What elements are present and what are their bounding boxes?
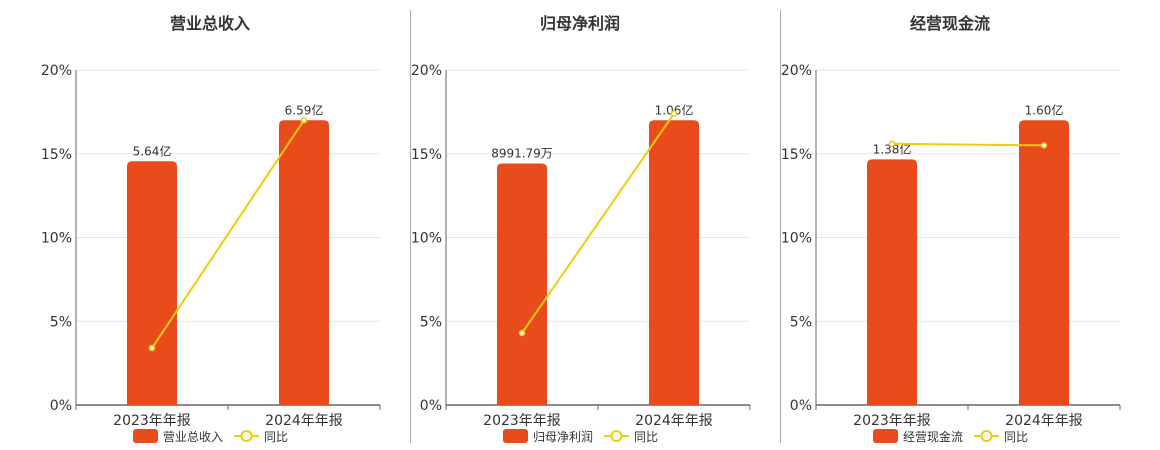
legend-bar-label: 经营现金流 — [903, 429, 963, 444]
y-tick-label: 10% — [781, 231, 812, 247]
bar-data-label: 1.06亿 — [655, 102, 694, 117]
x-tick-label: 2024年年报 — [265, 413, 343, 429]
legend-line-label: 同比 — [264, 430, 288, 444]
yoy-line — [891, 142, 1045, 147]
y-tick-label: 20% — [41, 63, 72, 79]
yoy-point — [888, 140, 896, 147]
bar-data-label: 1.60亿 — [1025, 102, 1064, 117]
y-tick-label: 15% — [411, 147, 442, 163]
legend-bar-label: 归母净利润 — [533, 430, 593, 444]
y-tick-label: 0% — [420, 398, 442, 414]
bar-data-label: 6.59亿 — [285, 102, 324, 117]
chart-panel-2: 归母净利润 0% 5% 10% 15% 20% 2023年年报 8991.79万 2024年年报… — [411, 14, 751, 444]
chart-title: 营业总收入 — [170, 14, 250, 33]
panel-divider — [410, 10, 411, 443]
panel-divider — [780, 10, 781, 443]
bar-data-label: 5.64亿 — [133, 143, 172, 158]
chart-title: 经营现金流 — [910, 14, 990, 33]
bar-data-label: 8991.79万 — [491, 146, 553, 160]
y-tick-label: 5% — [50, 314, 72, 330]
bar-data-label: 1.38亿 — [873, 141, 912, 156]
yoy-line — [521, 112, 675, 334]
x-tick-label: 2023年年报 — [853, 413, 931, 429]
legend-line-marker — [240, 430, 253, 442]
yoy-line — [151, 119, 305, 349]
y-tick-label: 5% — [790, 314, 812, 330]
legend-bar-swatch — [873, 429, 898, 443]
chart-panel-1: 营业总收入 0% 5% 10% 15% 20% 2023年年报 5.64亿 2024年年报 6.5… — [41, 14, 381, 444]
bar — [649, 120, 699, 405]
yoy-point — [300, 117, 308, 124]
y-tick-label: 15% — [781, 147, 812, 163]
legend-line-label: 同比 — [1004, 430, 1028, 444]
bar — [127, 161, 177, 405]
chart-panel-3: 经营现金流 0% 5% 10% 15% 20% 2023年年报 1.38亿 2024年年报 1.6… — [781, 14, 1121, 444]
bar — [279, 120, 329, 405]
x-tick-label: 2023年年报 — [483, 413, 561, 429]
y-tick-label: 0% — [50, 398, 72, 414]
legend-bar-label: 营业总收入 — [163, 430, 223, 444]
legend-line-label: 同比 — [634, 430, 658, 444]
x-tick-label: 2024年年报 — [635, 413, 713, 429]
legend-bar-swatch — [503, 429, 528, 443]
chart-title: 归母净利润 — [540, 14, 620, 33]
bar — [1019, 120, 1069, 405]
legend-bar-swatch — [133, 429, 158, 443]
bar — [497, 163, 547, 405]
y-tick-label: 10% — [411, 231, 442, 247]
yoy-point — [518, 329, 526, 337]
y-tick-label: 15% — [41, 147, 72, 163]
legend-line-marker — [610, 430, 623, 442]
y-tick-label: 20% — [781, 63, 812, 79]
yoy-point — [670, 110, 678, 117]
y-tick-label: 5% — [420, 314, 442, 330]
y-tick-label: 10% — [41, 231, 72, 247]
yoy-point — [1040, 142, 1048, 149]
bar — [867, 159, 917, 405]
x-tick-label: 2024年年报 — [1005, 413, 1083, 429]
y-tick-label: 20% — [411, 63, 442, 79]
legend-line-marker — [980, 430, 993, 442]
x-tick-label: 2023年年报 — [113, 413, 191, 429]
y-tick-label: 0% — [790, 398, 812, 414]
yoy-point — [148, 344, 156, 352]
